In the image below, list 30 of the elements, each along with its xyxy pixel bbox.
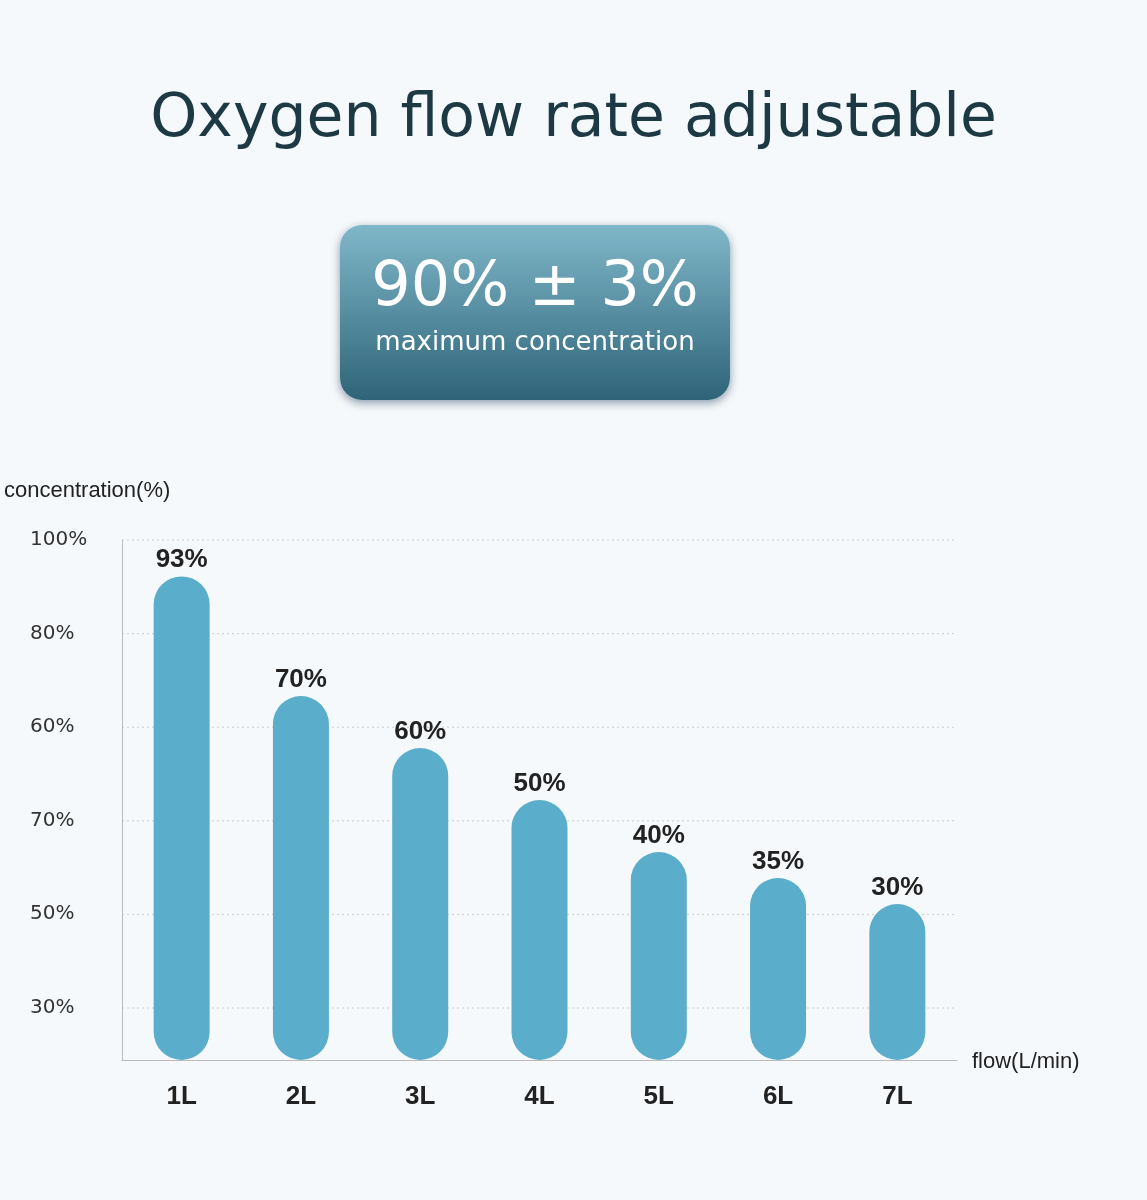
text: 60%	[30, 713, 75, 738]
callout-box: 90% ± 3% maximum concentration	[340, 225, 730, 400]
x-tick-label: 4L	[524, 1080, 555, 1110]
x-tick-label: 5L	[643, 1080, 675, 1110]
text: 100%	[30, 526, 88, 550]
bar	[630, 852, 687, 1060]
x-axis-title: flow(L/min)	[972, 1047, 1080, 1073]
data-label: 70%	[274, 663, 327, 693]
data-label: 30%	[871, 871, 924, 901]
x-tick-label: 7L	[882, 1080, 913, 1110]
x-tick-label: 2L	[285, 1080, 317, 1110]
data-label: 50%	[513, 767, 566, 797]
x-tick-label: 3L	[405, 1080, 436, 1110]
x-tick-label: 1L	[166, 1080, 197, 1110]
data-label: 93%	[155, 543, 208, 574]
data-label: 35%	[752, 845, 805, 875]
bar	[153, 576, 210, 1060]
y-axis-title: concentration(%)	[4, 476, 171, 502]
chart-title: Oxygen flow rate adjustable	[149, 80, 998, 150]
data-label: 60%	[394, 715, 447, 745]
text: 70%	[30, 806, 75, 831]
bar	[392, 748, 449, 1060]
text: 50%	[30, 900, 75, 925]
bar	[750, 878, 807, 1060]
x-tick-label: 6L	[762, 1080, 794, 1110]
text: 30%	[30, 994, 75, 1018]
text: 80%	[30, 619, 75, 644]
bar	[511, 800, 568, 1060]
data-label: 40%	[632, 819, 685, 849]
bar	[272, 696, 329, 1060]
